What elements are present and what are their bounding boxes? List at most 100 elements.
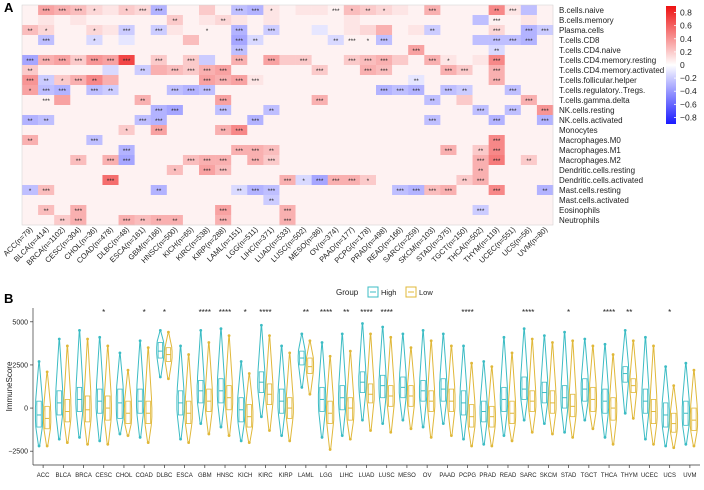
heatmap-cell — [311, 25, 329, 36]
significance-label: **** — [380, 308, 392, 317]
significance-label: * — [163, 308, 166, 317]
heatmap-cell — [408, 185, 425, 196]
heatmap-cell — [182, 95, 200, 106]
heatmap-cell — [102, 105, 119, 116]
heatmap-cell — [166, 215, 184, 226]
heatmap-cell — [311, 85, 329, 96]
heatmap-cell — [231, 135, 248, 146]
row-label: NK.cells.resting — [559, 106, 615, 115]
heatmap-cell — [70, 145, 87, 156]
heatmap-cell — [215, 215, 232, 226]
heatmap-cell — [134, 165, 152, 176]
significance-stars: * — [351, 8, 354, 15]
heatmap-cell — [38, 215, 55, 226]
outlier-point — [348, 437, 352, 441]
heatmap-cell — [182, 25, 200, 36]
outlier-point — [490, 444, 494, 448]
outlier-point — [187, 441, 191, 444]
significance-stars: ** — [253, 38, 259, 45]
box-low — [125, 400, 131, 424]
heatmap-cell — [424, 15, 441, 26]
heatmap-cell — [311, 15, 329, 26]
heatmap-cell — [327, 145, 345, 156]
significance-stars: *** — [155, 118, 163, 125]
heatmap-cell — [215, 75, 232, 86]
heatmap-cell — [440, 75, 457, 86]
heatmap-cell — [22, 185, 39, 196]
heatmap-cell — [118, 175, 135, 186]
heatmap-cell — [134, 105, 152, 116]
heatmap-cell — [327, 25, 345, 36]
outlier-point — [247, 372, 251, 375]
heatmap-cell — [472, 65, 489, 76]
heatmap-cell — [70, 5, 87, 16]
significance-stars: ** — [28, 68, 34, 75]
significance-stars: *** — [509, 38, 517, 45]
heatmap-cell — [54, 5, 71, 16]
heatmap-cell — [504, 165, 522, 176]
row-label: T.cells.CD4.memory.activated — [559, 66, 664, 75]
colorbar-tick-label: −0.8 — [680, 112, 697, 122]
heatmap-cell — [520, 145, 538, 156]
heatmap-cell — [38, 75, 55, 86]
heatmap-cell — [134, 185, 152, 196]
heatmap-cell — [263, 155, 280, 166]
heatmap-cell — [488, 45, 506, 56]
heatmap-cell — [86, 165, 103, 176]
outlier-point — [421, 425, 425, 429]
heatmap-cell — [215, 145, 232, 156]
heatmap-cell — [440, 85, 457, 96]
heatmap-cell — [359, 135, 377, 146]
heatmap-cell — [263, 125, 280, 136]
x-tick-label: CHOL — [116, 473, 133, 479]
heatmap-cell — [424, 85, 441, 96]
heatmap-cell — [472, 25, 489, 36]
heatmap-cell — [86, 85, 103, 96]
significance-stars: *** — [493, 28, 501, 35]
heatmap-cell — [488, 105, 506, 116]
box-high — [622, 366, 628, 383]
heatmap-cell — [504, 45, 522, 56]
heatmap-cell — [134, 215, 152, 226]
heatmap-cell — [134, 95, 152, 106]
significance-stars: *** — [42, 8, 50, 15]
heatmap-cell — [231, 195, 248, 206]
heatmap-cell — [199, 145, 216, 156]
outlier-point — [482, 442, 486, 446]
x-tick-label: HNSC — [217, 473, 235, 479]
significance-stars: ** — [28, 138, 34, 145]
heatmap-cell — [295, 5, 312, 16]
heatmap-cell — [295, 215, 312, 226]
outlier-point — [369, 332, 372, 336]
heatmap-cell — [134, 85, 152, 96]
outlier-point — [98, 335, 102, 339]
heatmap-cell — [54, 115, 71, 126]
heatmap-cell — [70, 55, 87, 66]
significance-stars: *** — [268, 158, 276, 165]
heatmap-cell — [279, 165, 296, 176]
outlier-point — [247, 441, 251, 444]
row-label: Eosinophils — [559, 206, 600, 215]
significance-stars: *** — [284, 218, 292, 225]
heatmap-cell — [215, 135, 232, 146]
heatmap-cell — [134, 15, 152, 26]
significance-stars: *** — [493, 188, 501, 195]
heatmap-cell — [343, 125, 361, 136]
heatmap-cell — [359, 45, 377, 56]
significance-stars: *** — [445, 148, 453, 155]
heatmap-cell — [199, 5, 216, 16]
heatmap-cell — [231, 125, 248, 136]
outlier-point — [563, 430, 566, 434]
significance-stars: ** — [430, 28, 436, 35]
outlier-point — [37, 360, 41, 363]
heatmap-cell — [54, 135, 71, 146]
heatmap-cell — [54, 175, 71, 186]
significance-stars: ** — [172, 218, 178, 225]
heatmap-cell — [86, 115, 103, 126]
heatmap-cell — [343, 155, 361, 166]
significance-stars: * — [367, 38, 370, 45]
heatmap-cell — [102, 25, 119, 36]
heatmap-cell — [376, 55, 393, 66]
heatmap-cell — [231, 175, 248, 186]
heatmap-cell — [70, 215, 87, 226]
